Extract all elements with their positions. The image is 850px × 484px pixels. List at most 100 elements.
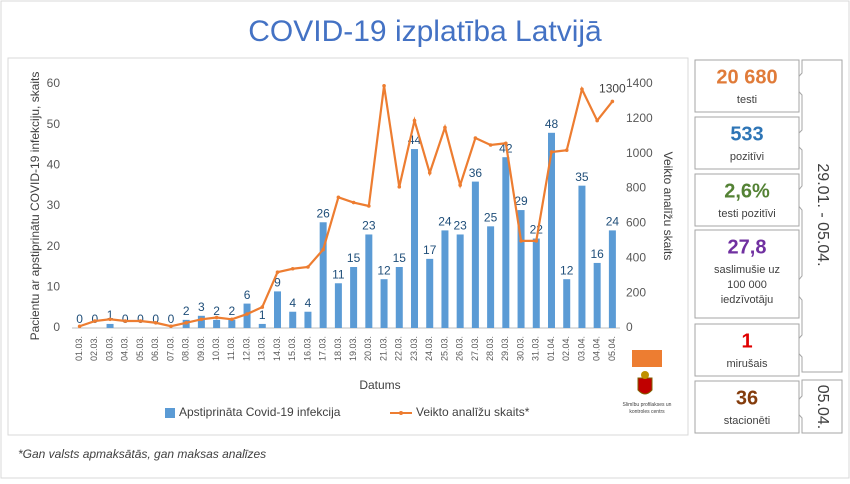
line-point [610, 99, 615, 104]
bar-value-label: 4 [305, 296, 312, 310]
x-tick-label: 13.03. [257, 336, 267, 361]
bar-value-label: 17 [423, 243, 437, 257]
y-tick-label: 60 [47, 76, 61, 90]
info-label: testi pozitīvi [718, 208, 775, 220]
bar-value-label: 23 [453, 219, 467, 233]
bar [228, 319, 236, 328]
bar-value-label: 24 [606, 215, 620, 229]
x-tick-label: 21.03. [378, 336, 388, 361]
y2-tick-label: 1000 [626, 146, 653, 160]
bar-value-label: 16 [590, 247, 604, 261]
x-tick-label: 29.03. [500, 336, 510, 361]
bar-value-label: 0 [152, 312, 159, 326]
line-point [564, 148, 569, 153]
x-tick-label: 24.03. [424, 336, 434, 361]
line-point [184, 320, 188, 325]
bar [274, 291, 281, 328]
bar-value-label: 4 [289, 296, 296, 310]
x-tick-label: 12.03. [241, 336, 251, 361]
logo [637, 371, 653, 395]
bar [578, 185, 586, 328]
line-point [595, 118, 599, 123]
bar [411, 149, 418, 328]
period-label: 05.04. [814, 385, 831, 429]
info-label: 100 000 [727, 279, 767, 291]
x-tick-label: 22.03. [394, 336, 404, 361]
line-point [321, 247, 325, 252]
line-point [580, 87, 584, 92]
info-label: iedzīvotāju [721, 294, 774, 306]
line-point [275, 270, 280, 275]
bar [441, 230, 449, 328]
x-tick-label: 14.03. [272, 336, 282, 361]
y-tick-label: 10 [47, 280, 61, 294]
line-point [397, 185, 402, 189]
line-value-label: 1300 [599, 82, 626, 96]
bar [456, 234, 464, 328]
y2-tick-label: 600 [626, 216, 646, 230]
bar [502, 157, 510, 328]
info-label: saslimušie uz [714, 264, 780, 276]
line [79, 85, 614, 328]
x-tick-label: 30.03. [515, 336, 525, 361]
logo-crown [641, 371, 649, 379]
info-label: testi [737, 94, 757, 106]
x-tick-label: 05.03. [135, 336, 145, 361]
x-tick-label: 01.04. [546, 336, 556, 361]
x-tick-label: 11.03. [226, 336, 236, 360]
x-tick-label: 17.03. [318, 336, 328, 361]
info-box [694, 380, 800, 434]
line-point [245, 312, 249, 316]
x-tick-label: 27.03. [470, 336, 480, 361]
y-tick-label: 40 [47, 158, 61, 172]
legend-swatch [165, 408, 175, 418]
info-value: 20 680 [716, 66, 777, 88]
line-point [260, 305, 265, 309]
x-tick-label: 31.03. [531, 336, 541, 361]
bar-value-label: 3 [198, 300, 205, 314]
x-tick-label: 01.03. [74, 336, 84, 361]
line-point [412, 118, 417, 123]
x-tick-label: 05.04. [607, 336, 617, 361]
bar-value-label: 29 [514, 194, 528, 208]
bar-value-label: 0 [168, 312, 175, 326]
line-point [504, 141, 508, 146]
bar [289, 311, 297, 328]
y2-tick-label: 200 [626, 285, 646, 299]
x-tick-label: 04.03. [120, 336, 130, 361]
line-point [169, 324, 173, 329]
x-tick-label: 08.03. [181, 336, 191, 361]
bar [197, 315, 205, 328]
x-tick-label: 03.03. [104, 336, 114, 361]
bar-value-label: 12 [560, 263, 574, 277]
info-value: 533 [730, 123, 763, 145]
bar [471, 181, 479, 328]
line-point [519, 239, 523, 243]
line-point [458, 183, 462, 187]
x-tick-label: 20.03. [363, 336, 373, 361]
x-tick-label: 06.03. [150, 336, 160, 361]
x-tick-label: 16.03. [302, 336, 312, 361]
bar [548, 132, 555, 328]
bar [395, 267, 403, 328]
bar [593, 262, 601, 328]
info-box [694, 59, 800, 113]
x-axis-title: Datums [359, 378, 400, 392]
info-value: 27,8 [728, 236, 767, 258]
legend-swatch [399, 411, 403, 415]
bar [258, 323, 266, 328]
bar [365, 234, 373, 328]
bar-value-label: 15 [347, 251, 361, 265]
y-tick-label: 0 [53, 320, 60, 334]
line-point [367, 204, 371, 208]
bar-value-label: 12 [377, 263, 391, 277]
x-tick-label: 28.03. [485, 336, 495, 361]
line-point [534, 239, 539, 243]
bar-value-label: 25 [484, 211, 498, 225]
line-point [473, 136, 478, 140]
period-label: 29.01. - 05.04. [814, 163, 831, 266]
x-tick-label: 04.04. [592, 336, 602, 361]
line-point [108, 317, 112, 322]
